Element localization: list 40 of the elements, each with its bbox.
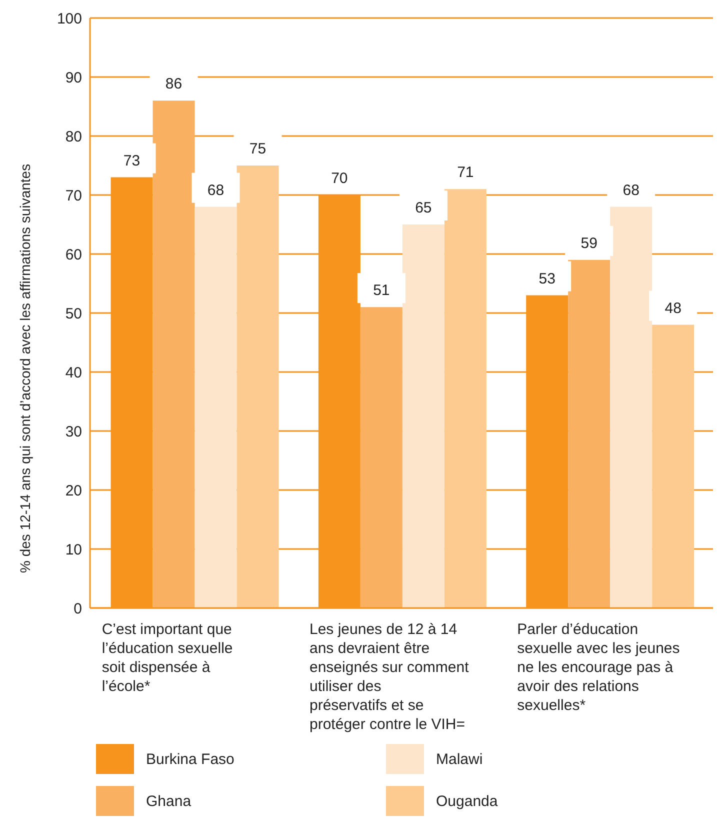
bar xyxy=(652,324,694,608)
y-tick-label: 0 xyxy=(74,600,82,618)
bar xyxy=(402,224,444,608)
bar xyxy=(236,166,279,608)
bar xyxy=(568,260,610,608)
x-tick-label: C’est important que l’éducation sexuelle soit dispensée à l’école* xyxy=(102,621,233,695)
bar xyxy=(610,206,652,608)
bar xyxy=(360,307,402,608)
bar xyxy=(194,206,237,608)
y-tick-label: 10 xyxy=(65,541,82,558)
bar xyxy=(444,189,486,608)
y-tick-label: 30 xyxy=(65,423,82,440)
data-label: 53 xyxy=(538,270,556,288)
data-label: 59 xyxy=(580,234,598,252)
y-tick-label: 60 xyxy=(65,246,82,264)
y-tick-label: 70 xyxy=(65,187,82,204)
y-tick-label: 90 xyxy=(65,69,82,86)
data-label: 48 xyxy=(664,300,682,317)
data-label: 75 xyxy=(249,140,266,158)
y-tick-label: 20 xyxy=(65,482,82,500)
legend-label: Ouganda xyxy=(436,792,498,810)
y-tick-label: 100 xyxy=(56,10,82,28)
x-tick-label: Les jeunes de 12 à 14 ans devraient être enseignés sur comment utiliser des préservatifs et se protéger contre le VIH= xyxy=(310,621,470,733)
data-label: 86 xyxy=(165,76,182,93)
data-label: 51 xyxy=(373,282,390,300)
data-label: 73 xyxy=(123,152,140,170)
legend-label: Malawi xyxy=(436,750,483,768)
y-tick-label: 40 xyxy=(65,364,82,382)
y-tick-label: 80 xyxy=(65,128,82,146)
legend-label: Ghana xyxy=(146,792,192,810)
legend-label: Burkina Faso xyxy=(146,750,234,768)
y-axis-title: % des 12-14 ans qui sont d’accord avec les affirmations suivantes xyxy=(16,164,33,573)
data-label: 65 xyxy=(415,200,432,216)
x-tick-label: Parler d’éducation sexuelle avec les jeunes ne les encourage pas à avoir des relations sexuelles* xyxy=(517,621,680,714)
y-tick-label: 50 xyxy=(65,305,82,322)
bar xyxy=(152,100,195,608)
data-label: 71 xyxy=(457,164,474,182)
data-label: 70 xyxy=(331,170,348,187)
data-label: 68 xyxy=(622,182,640,199)
data-label: 68 xyxy=(207,182,224,199)
